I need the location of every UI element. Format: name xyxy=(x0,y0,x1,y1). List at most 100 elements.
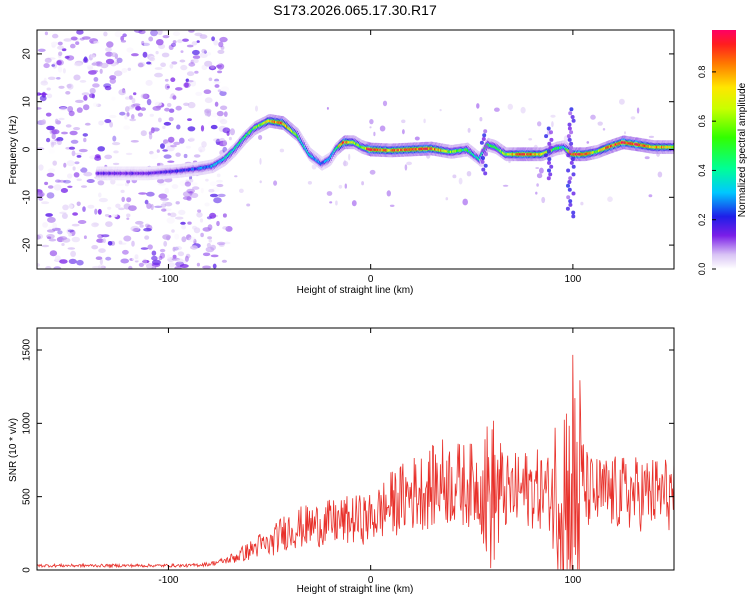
y-tick-label: 20 xyxy=(22,48,33,60)
noise-speck xyxy=(160,143,165,149)
noise-speck xyxy=(68,146,76,150)
ridge-cell xyxy=(567,126,572,131)
noise-speck xyxy=(208,239,213,243)
noise-speck xyxy=(57,41,63,46)
noise-speck xyxy=(200,187,204,194)
noise-speck xyxy=(171,61,178,65)
noise-speck xyxy=(137,112,143,117)
noise-speck xyxy=(143,227,152,232)
noise-speck xyxy=(179,59,186,63)
colorbar-tick-label: 0.4 xyxy=(697,164,707,177)
noise-speck xyxy=(73,172,80,178)
noise-speck xyxy=(54,255,61,262)
noise-speck xyxy=(118,240,123,245)
noise-speck xyxy=(62,68,66,74)
noise-speck xyxy=(214,101,219,107)
noise-speck xyxy=(173,246,183,251)
noise-speck xyxy=(445,197,449,201)
noise-speck xyxy=(144,199,149,205)
noise-speck xyxy=(208,188,215,193)
spectrogram-y-label: Frequency (Hz) xyxy=(8,116,19,185)
noise-speck xyxy=(335,200,338,206)
noise-speck xyxy=(122,249,129,255)
noise-speck xyxy=(172,31,181,37)
noise-speck xyxy=(171,184,179,189)
noise-speck xyxy=(37,110,42,113)
noise-speck xyxy=(148,133,153,140)
noise-speck xyxy=(216,183,224,188)
noise-speck xyxy=(104,85,112,91)
noise-speck xyxy=(259,180,262,184)
noise-speck xyxy=(46,137,51,143)
noise-speck xyxy=(452,174,457,179)
noise-speck xyxy=(406,161,412,166)
noise-speck xyxy=(201,48,207,54)
noise-speck xyxy=(166,85,170,89)
noise-speck xyxy=(141,40,145,46)
noise-speck xyxy=(186,71,195,77)
ridge-cell xyxy=(568,111,573,116)
y-tick-label: 500 xyxy=(22,488,33,505)
noise-speck xyxy=(180,221,186,225)
noise-speck xyxy=(170,144,177,148)
noise-speck xyxy=(146,203,152,209)
noise-speck xyxy=(502,184,509,187)
noise-speck xyxy=(187,118,192,121)
noise-speck xyxy=(136,205,142,212)
noise-speck xyxy=(209,193,219,198)
noise-speck xyxy=(159,248,166,253)
noise-speck xyxy=(206,52,212,56)
noise-speck xyxy=(214,84,220,88)
noise-speck xyxy=(90,69,99,73)
noise-speck xyxy=(63,162,67,168)
noise-speck xyxy=(41,119,46,125)
noise-speck xyxy=(142,93,150,100)
ridge-cell xyxy=(547,141,552,146)
ridge-cell xyxy=(570,115,575,119)
noise-speck xyxy=(166,145,175,152)
noise-speck xyxy=(217,193,226,198)
noise-speck xyxy=(182,38,189,42)
noise-speck xyxy=(258,135,263,140)
noise-speck xyxy=(172,254,177,259)
noise-speck xyxy=(221,259,227,263)
noise-speck xyxy=(218,41,224,48)
noise-speck xyxy=(47,185,54,189)
ridge-cell xyxy=(565,206,570,211)
ridge-cell xyxy=(480,159,485,164)
ridge-cell xyxy=(566,134,571,139)
colorbar: 0.0 0.2 0.4 0.6 0.8 Normalized spectral ampl… xyxy=(697,30,748,275)
noise-speck xyxy=(234,175,238,178)
noise-speck xyxy=(81,185,87,188)
noise-speck xyxy=(90,40,94,44)
noise-speck xyxy=(535,167,540,169)
noise-speck xyxy=(160,203,167,208)
noise-speck xyxy=(528,138,533,141)
noise-speck xyxy=(49,250,58,257)
noise-speck xyxy=(188,137,195,142)
noise-speck xyxy=(209,212,217,219)
noise-speck xyxy=(51,227,61,231)
noise-speck xyxy=(158,117,162,123)
noise-speck xyxy=(66,160,75,167)
noise-speck xyxy=(193,238,197,245)
y-tick-label: 1500 xyxy=(22,338,33,361)
noise-speck xyxy=(72,212,78,216)
noise-speck xyxy=(636,107,640,114)
ridge-cell xyxy=(567,137,572,142)
noise-speck xyxy=(209,181,218,187)
noise-speck xyxy=(279,148,285,153)
ridge-cell xyxy=(569,141,574,146)
noise-speck xyxy=(151,266,156,269)
ridge-cell xyxy=(548,172,553,177)
noise-speck xyxy=(105,47,112,52)
noise-speck xyxy=(194,70,199,74)
noise-speck xyxy=(307,181,312,185)
noise-speck xyxy=(98,264,105,269)
noise-speck xyxy=(194,32,203,37)
noise-speck xyxy=(52,62,57,69)
noise-speck xyxy=(439,109,442,112)
noise-speck xyxy=(103,31,108,37)
noise-speck xyxy=(108,104,115,109)
